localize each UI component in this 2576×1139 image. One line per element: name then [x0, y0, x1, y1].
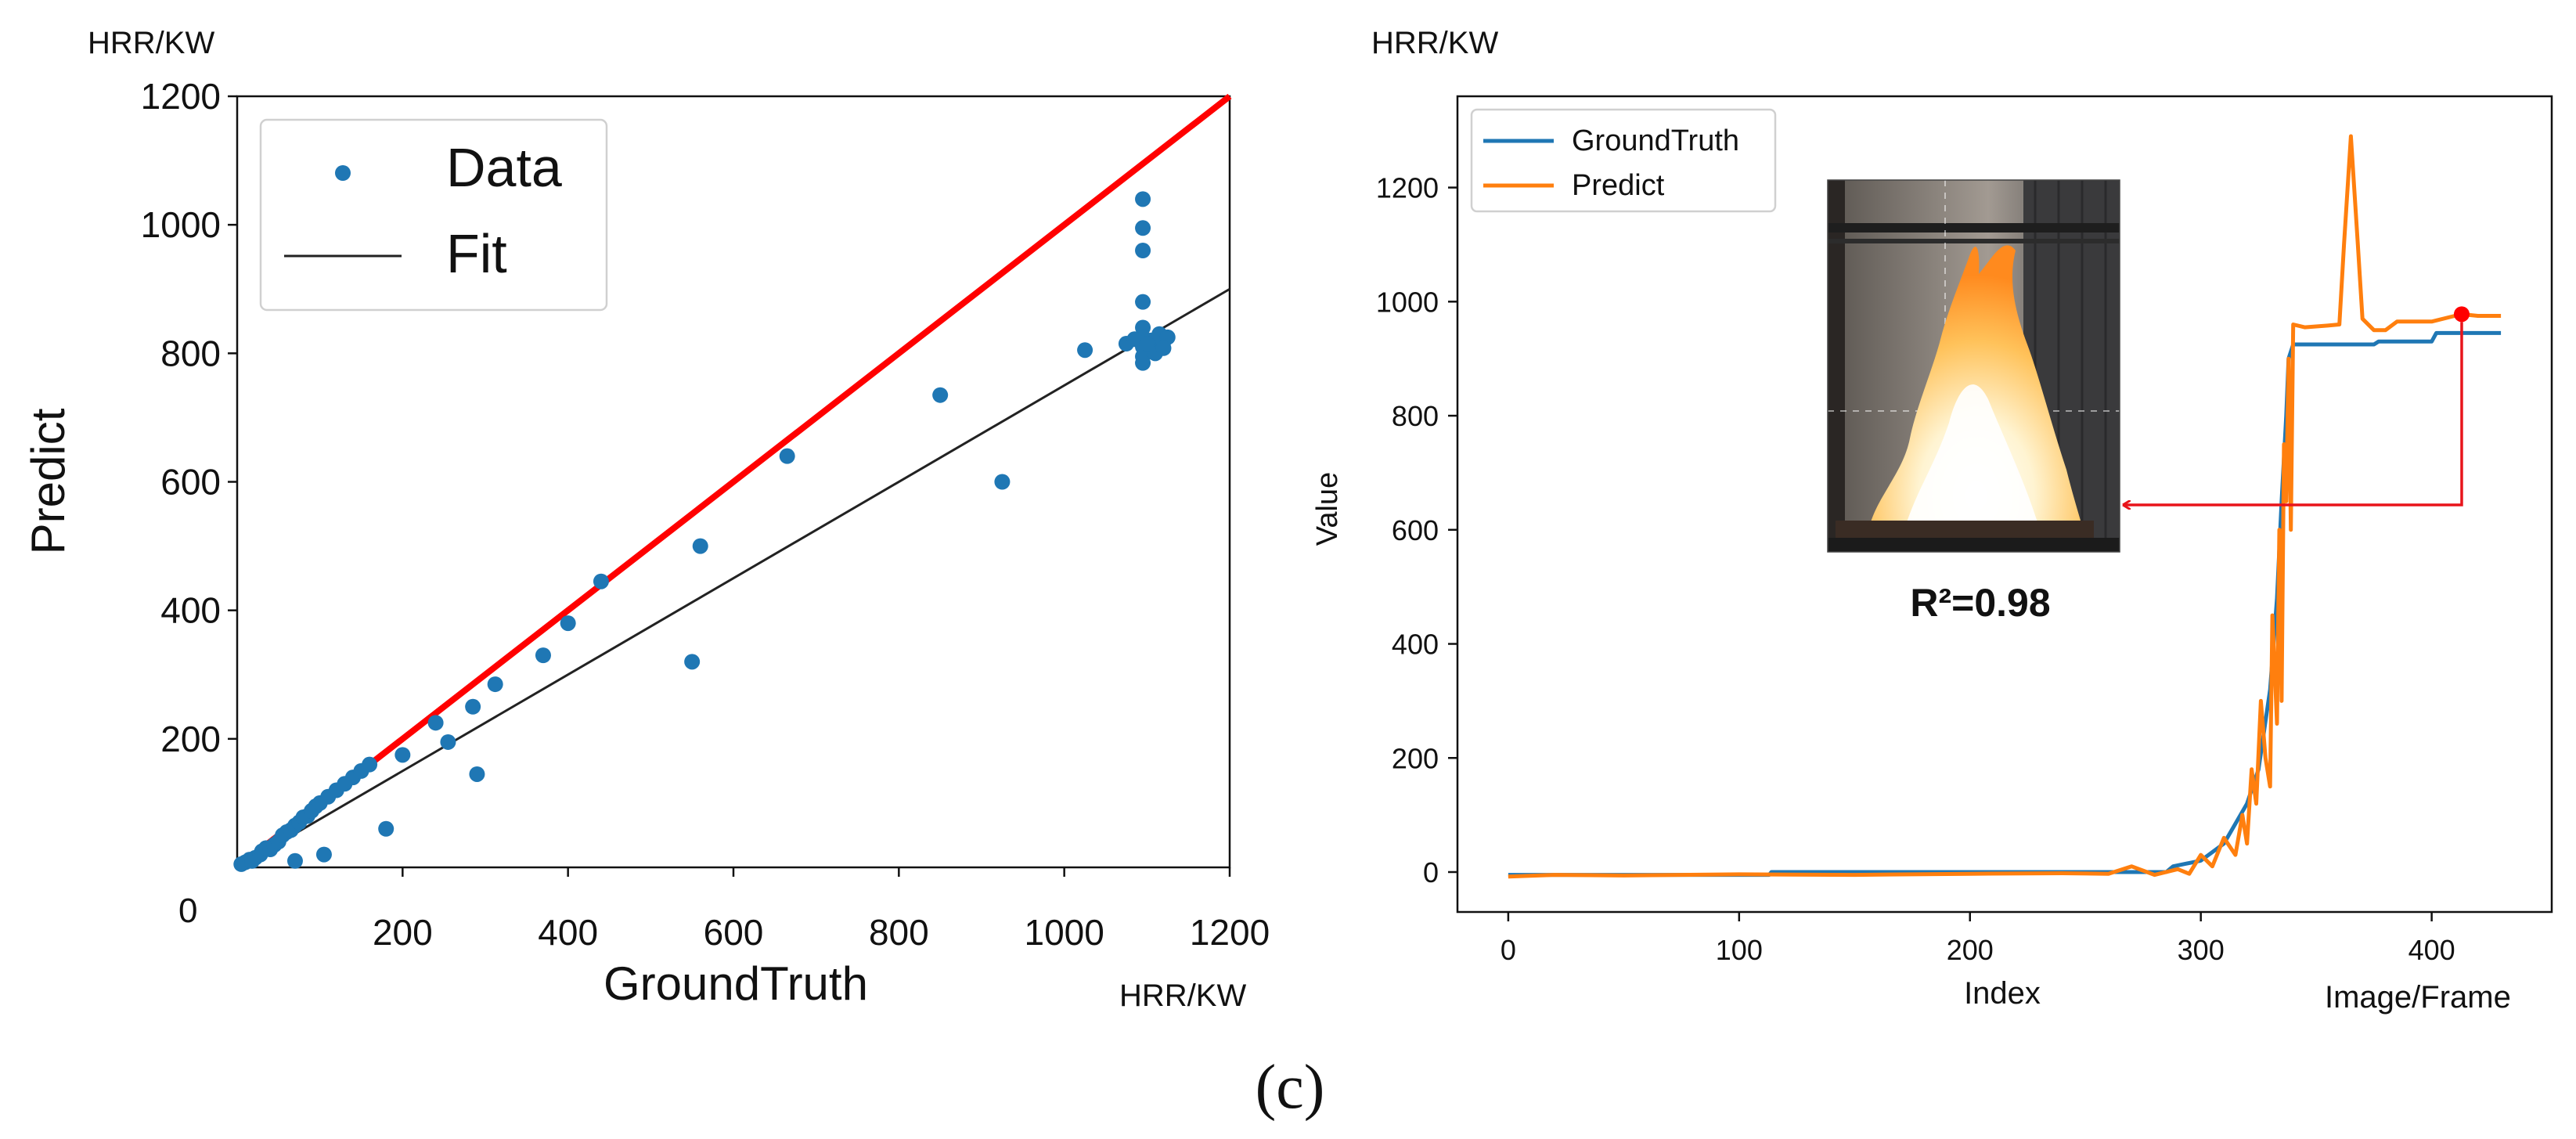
scatter-point [1135, 191, 1151, 207]
legend-data-label: Data [446, 137, 562, 198]
scatter-chart: HRR/KW 200 400 600 800 1000 1200 200 400 600 800… [22, 26, 1270, 1013]
scatter-point [465, 698, 481, 715]
scatter-point [378, 820, 395, 837]
fire-photo-border [1827, 179, 2120, 553]
fire-photo [1828, 180, 2120, 552]
identity-line [235, 93, 1232, 870]
line-y-tick-label: 200 [1392, 742, 1439, 774]
scatter-y-tick-label: 1000 [141, 204, 221, 245]
scatter-point [692, 538, 708, 554]
scatter-point [395, 747, 411, 763]
scatter-y-unit-label: HRR/KW [88, 26, 214, 60]
scatter-x-tick-label: 1200 [1190, 912, 1270, 953]
scatter-point [560, 615, 576, 632]
legend-data-marker [335, 165, 351, 181]
line-x-tick-label: 100 [1716, 934, 1763, 966]
scatter-point [315, 846, 332, 863]
line-y-tick-label: 0 [1423, 856, 1439, 888]
scatter-point [469, 766, 485, 782]
line-x-tick-label: 200 [1947, 934, 1994, 966]
legend-fit-label: Fit [446, 223, 507, 284]
line-y-tick-label: 1000 [1376, 286, 1439, 318]
r-squared-annotation: R²=0.98 [1910, 581, 2050, 625]
line-y-tick-label: 800 [1392, 400, 1439, 432]
scatter-point [684, 654, 701, 670]
annotation-arrow [2123, 322, 2463, 505]
scatter-point [932, 387, 949, 403]
scatter-point [427, 715, 444, 731]
scatter-x-tick-label: 1000 [1024, 912, 1104, 953]
scatter-point [487, 676, 503, 693]
line-x-unit-label: Image/Frame [2325, 980, 2511, 1015]
line-plot-frame [1456, 95, 2553, 914]
scatter-legend: Data Fit [259, 118, 608, 312]
scatter-point [1135, 243, 1151, 258]
scatter-point [593, 573, 609, 589]
scatter-point [286, 852, 303, 869]
highlighted-point [2453, 306, 2470, 323]
scatter-point [1139, 336, 1155, 352]
line-legend: GroundTruth Predict [1470, 108, 1777, 213]
line-chart: HRR/KW 0 200 400 600 800 1000 1200 0 100 200 300 4… [1311, 26, 2553, 1015]
scatter-y-tick-label: 1200 [141, 76, 221, 117]
line-y-tick-label: 400 [1392, 629, 1439, 661]
line-x-tick-label: 0 [1501, 934, 1516, 966]
scatter-point [535, 647, 551, 664]
scatter-y-tick-label: 200 [160, 719, 221, 759]
scatter-x-tick-label: 600 [704, 912, 764, 953]
scatter-point [779, 448, 795, 464]
scatter-y-tick-label: 600 [160, 462, 221, 503]
scatter-x-ticks: 200 400 600 800 1000 1200 [373, 867, 1270, 953]
scatter-point [1155, 340, 1172, 356]
line-y-unit-label: HRR/KW [1371, 26, 1498, 60]
line-x-ticks: 0 100 200 300 400 [1501, 912, 2455, 966]
scatter-x-unit-label: HRR/KW [1119, 979, 1246, 1013]
scatter-origin-label: 0 [178, 892, 197, 930]
scatter-point [1077, 342, 1093, 359]
line-x-axis-title: Index [1964, 976, 2041, 1011]
scatter-y-tick-label: 800 [160, 333, 221, 373]
line-y-tick-label: 600 [1392, 514, 1439, 546]
line-x-tick-label: 400 [2408, 934, 2455, 966]
scatter-point [1135, 355, 1151, 371]
scatter-y-tick-label: 400 [160, 590, 221, 631]
scatter-x-tick-label: 400 [538, 912, 598, 953]
scatter-x-tick-label: 200 [373, 912, 433, 953]
line-x-tick-label: 300 [2178, 934, 2225, 966]
line-y-ticks: 0 200 400 600 800 1000 1200 [1376, 172, 1457, 888]
scatter-point [1135, 220, 1151, 236]
scatter-point [994, 474, 1011, 490]
scatter-x-tick-label: 800 [869, 912, 929, 953]
scatter-point [1126, 331, 1143, 348]
line-y-tick-label: 1200 [1376, 172, 1439, 204]
scatter-y-ticks: 200 400 600 800 1000 1200 [141, 76, 237, 759]
legend-groundtruth-label: GroundTruth [1572, 124, 1739, 157]
figure-label: (c) [1256, 1053, 1325, 1122]
scatter-point [440, 734, 456, 750]
predict-line [1508, 134, 2502, 879]
scatter-y-axis-title: Predict [22, 408, 74, 554]
line-series [1508, 134, 2502, 879]
line-y-axis-title: Value [1311, 472, 1344, 546]
scatter-x-axis-title: GroundTruth [603, 957, 868, 1010]
scatter-point [1135, 294, 1151, 310]
legend-predict-label: Predict [1572, 169, 1665, 202]
scatter-points [233, 191, 1176, 872]
fit-line [236, 287, 1230, 869]
scatter-lines [235, 93, 1232, 870]
scatter-point [362, 756, 378, 773]
